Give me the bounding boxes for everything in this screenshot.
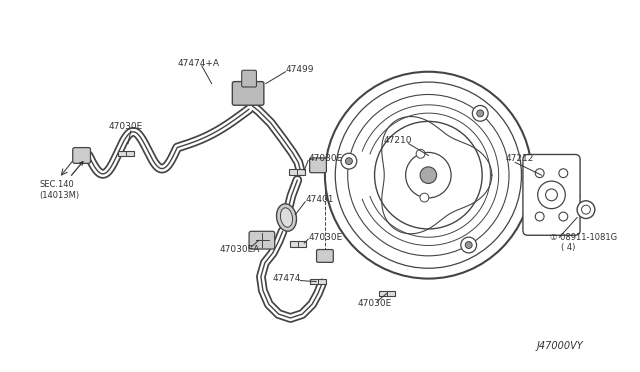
Circle shape — [465, 241, 472, 248]
Text: 47030E: 47030E — [308, 154, 342, 163]
FancyBboxPatch shape — [232, 81, 264, 105]
Text: 47499: 47499 — [285, 65, 314, 74]
FancyBboxPatch shape — [317, 250, 333, 262]
Circle shape — [420, 193, 429, 202]
Text: 47474: 47474 — [273, 274, 301, 283]
Bar — [289, 170, 305, 175]
FancyBboxPatch shape — [73, 148, 90, 163]
FancyBboxPatch shape — [310, 158, 326, 173]
Bar — [118, 151, 134, 156]
Bar — [291, 241, 306, 247]
Bar — [379, 291, 395, 296]
Circle shape — [416, 149, 425, 158]
Text: 47474+A: 47474+A — [177, 60, 219, 68]
Circle shape — [477, 110, 484, 117]
Text: 47401: 47401 — [305, 195, 333, 204]
Ellipse shape — [276, 204, 296, 231]
Ellipse shape — [280, 208, 292, 227]
Text: 47030E: 47030E — [108, 122, 143, 131]
Text: J47000VY: J47000VY — [537, 341, 584, 350]
Text: ① 08911-1081G: ① 08911-1081G — [550, 233, 617, 242]
Circle shape — [420, 167, 436, 183]
Text: 47030E: 47030E — [308, 233, 342, 242]
FancyBboxPatch shape — [523, 154, 580, 235]
Circle shape — [341, 153, 356, 169]
Text: 47030E: 47030E — [357, 299, 392, 308]
Circle shape — [346, 158, 353, 164]
FancyBboxPatch shape — [249, 231, 275, 249]
Circle shape — [577, 201, 595, 218]
Text: 47212: 47212 — [505, 154, 534, 163]
Circle shape — [472, 106, 488, 121]
FancyBboxPatch shape — [242, 70, 257, 87]
Text: 47030EA: 47030EA — [220, 244, 260, 254]
Text: 47210: 47210 — [384, 136, 413, 145]
Bar — [310, 279, 326, 284]
Text: ( 4): ( 4) — [561, 243, 576, 251]
Text: SEC.140
(14013M): SEC.140 (14013M) — [39, 161, 83, 200]
Circle shape — [461, 237, 477, 253]
